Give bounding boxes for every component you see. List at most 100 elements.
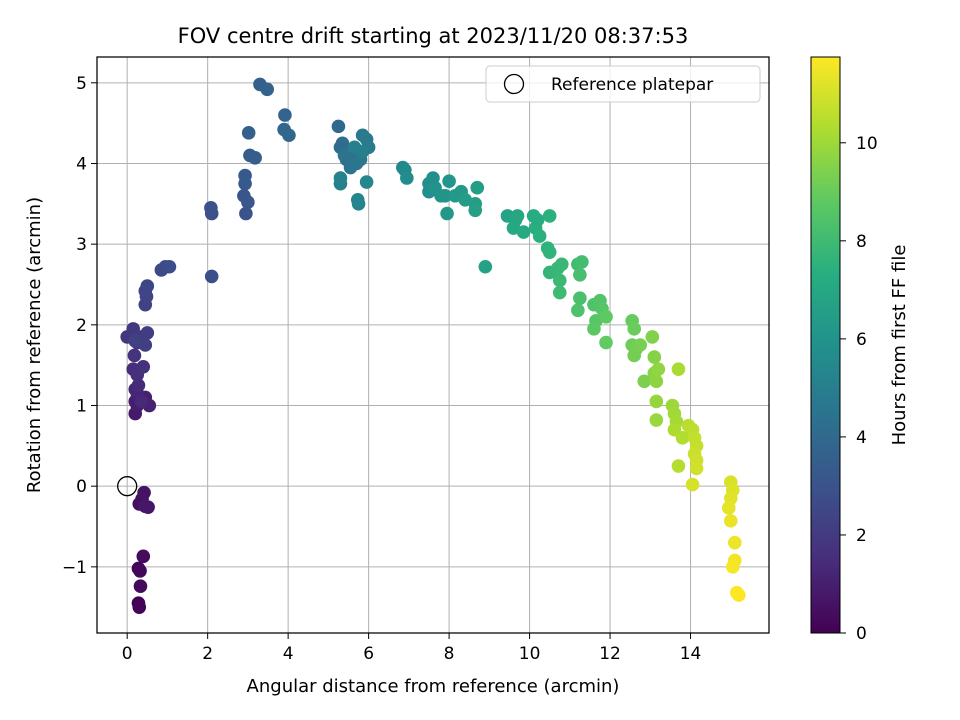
data-point: [649, 413, 664, 427]
data-point: [554, 257, 569, 272]
data-point: [134, 394, 149, 409]
data-point: [442, 174, 456, 189]
colorbar-ticks: 0 2 4 6 8 10: [840, 134, 878, 644]
x-tick-label: 14: [680, 644, 702, 664]
y-tick-label: 5: [76, 74, 87, 94]
colorbar-tick-label: 0: [856, 624, 867, 644]
colorbar: [810, 56, 841, 634]
data-point: [675, 430, 690, 445]
y-tick-label: 1: [76, 397, 87, 417]
data-point: [337, 148, 352, 163]
y-tick-label: −1: [62, 558, 87, 578]
data-point: [725, 560, 740, 574]
data-point: [470, 180, 485, 195]
data-point: [721, 501, 736, 515]
data-point: [131, 378, 146, 393]
reference-platepar-point: [117, 476, 138, 497]
data-point: [571, 303, 585, 318]
data-point: [552, 273, 567, 288]
colorbar-tick-label: 2: [856, 526, 867, 546]
data-point: [133, 564, 147, 578]
plot-frame: [96, 56, 770, 634]
legend-label: Reference platepar: [551, 75, 713, 95]
data-point: [128, 334, 143, 348]
data-point: [685, 477, 700, 492]
data-points: [120, 77, 746, 614]
data-point: [127, 348, 142, 363]
data-point: [727, 535, 742, 550]
data-point: [732, 588, 746, 602]
data-point: [204, 269, 219, 284]
data-point: [140, 279, 155, 293]
data-point: [587, 322, 601, 336]
colorbar-label: Hours from first FF file: [889, 245, 910, 446]
data-point: [627, 322, 641, 336]
data-point: [248, 151, 262, 165]
data-point: [627, 348, 641, 363]
y-tick-label: 0: [76, 477, 87, 497]
y-tick-label: 4: [76, 154, 87, 174]
data-point: [516, 225, 531, 239]
data-point: [532, 229, 547, 243]
x-tick-label: 10: [519, 644, 541, 664]
data-point: [333, 171, 348, 185]
data-point: [162, 259, 177, 274]
data-point: [438, 188, 452, 203]
data-point: [238, 168, 252, 183]
x-axis-label: Angular distance from reference (arcmin): [247, 676, 620, 697]
data-point: [542, 209, 557, 223]
reference-point-layer: [117, 476, 138, 497]
data-point: [136, 359, 151, 374]
colorbar-tick-label: 4: [856, 428, 867, 448]
data-point: [331, 119, 346, 134]
data-point: [689, 461, 704, 476]
x-axis-ticks: 0 2 4 6 8 10 12 14: [122, 633, 702, 664]
data-point: [671, 459, 686, 473]
data-point: [510, 209, 525, 223]
data-point: [278, 108, 292, 122]
legend: Reference platepar: [485, 65, 761, 103]
x-tick-label: 2: [202, 644, 213, 664]
y-axis-label: Rotation from reference (arcmin): [24, 197, 45, 493]
x-tick-label: 0: [122, 644, 133, 664]
data-point: [282, 128, 296, 143]
data-point: [400, 171, 414, 185]
data-point: [478, 259, 493, 274]
chart-title: FOV centre drift starting at 2023/11/20 …: [178, 24, 689, 48]
data-point: [649, 394, 664, 409]
legend-box: [485, 65, 761, 103]
data-point: [241, 126, 256, 140]
data-point: [204, 201, 218, 215]
x-tick-label: 12: [599, 644, 621, 664]
data-point: [723, 514, 738, 528]
y-tick-label: 2: [76, 316, 87, 336]
legend-marker-icon: [503, 73, 525, 95]
data-point: [359, 175, 374, 189]
data-point: [542, 245, 557, 260]
x-tick-label: 6: [363, 644, 374, 664]
x-tick-label: 8: [444, 644, 455, 664]
data-point: [260, 82, 275, 97]
data-point: [440, 206, 454, 221]
data-point: [239, 206, 253, 221]
data-point: [350, 192, 365, 207]
grid-lines: [97, 57, 769, 633]
y-axis-ticks: −1 0 1 2 3 4 5: [62, 74, 97, 578]
data-point: [671, 362, 686, 377]
data-point: [140, 326, 155, 340]
data-point: [599, 335, 613, 350]
data-point: [132, 600, 147, 614]
data-point: [649, 374, 664, 389]
data-point: [633, 338, 648, 352]
data-point: [599, 309, 613, 324]
y-tick-label: 3: [76, 235, 87, 255]
data-point: [347, 140, 362, 155]
x-tick-label: 4: [283, 644, 294, 664]
colorbar-tick-label: 10: [856, 134, 878, 154]
data-point: [552, 285, 567, 300]
data-point: [468, 203, 483, 218]
data-point: [575, 255, 589, 269]
data-point: [138, 499, 153, 514]
data-point: [573, 291, 587, 306]
